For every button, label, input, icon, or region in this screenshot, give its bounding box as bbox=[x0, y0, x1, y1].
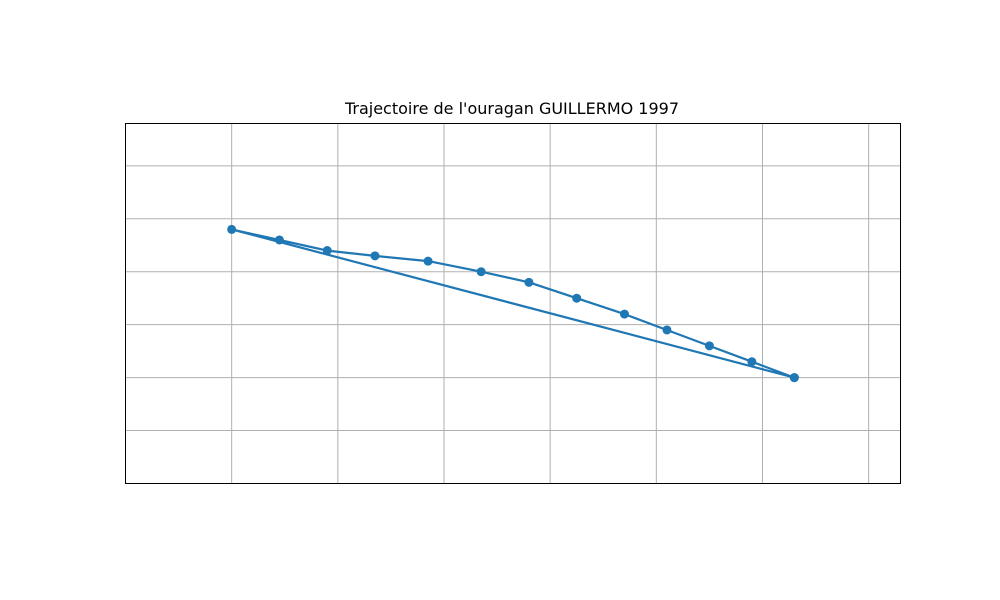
plot-frame bbox=[125, 123, 901, 484]
track-point bbox=[789, 373, 799, 383]
track-point bbox=[423, 256, 433, 266]
series-line bbox=[230, 228, 795, 379]
track-point bbox=[619, 309, 629, 319]
track-point bbox=[370, 251, 380, 261]
track-point bbox=[747, 357, 757, 367]
track-point bbox=[704, 341, 714, 351]
track-point bbox=[524, 277, 534, 287]
chart-title: Trajectoire de l'ouragan GUILLERMO 1997 bbox=[344, 99, 679, 118]
track-point bbox=[322, 246, 332, 256]
grid-lines bbox=[125, 123, 901, 484]
track-point bbox=[274, 235, 284, 245]
track-point bbox=[476, 267, 486, 277]
track-point bbox=[572, 293, 582, 303]
track-point bbox=[662, 325, 672, 335]
series-track bbox=[227, 224, 799, 383]
track-point bbox=[227, 224, 237, 234]
